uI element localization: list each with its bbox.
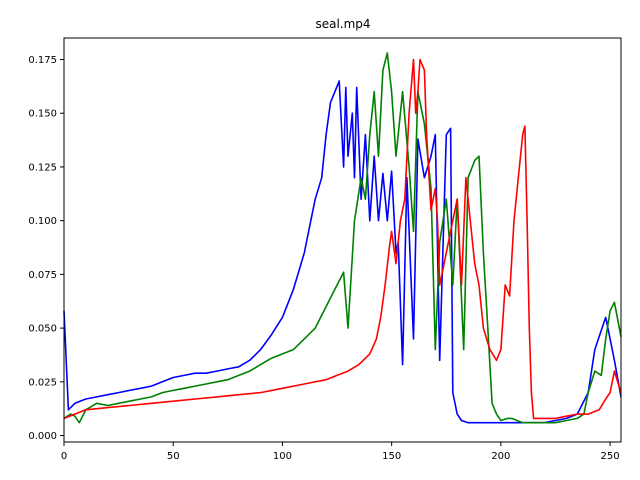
y-tick-label: 0.175 — [28, 55, 57, 66]
y-tick-label: 0.075 — [28, 270, 57, 281]
x-tick-label: 200 — [491, 451, 510, 462]
series-line-3 — [63, 58, 622, 420]
chart-title: seal.mp4 — [315, 17, 370, 31]
x-axis: 0 50 100 150 200 250 — [61, 442, 620, 462]
series-line-1 — [63, 80, 622, 424]
y-tick-label: 0.025 — [28, 377, 57, 388]
y-tick-label: 0.150 — [28, 109, 57, 120]
x-tick-label: 50 — [167, 451, 180, 462]
plot-frame — [63, 37, 622, 443]
x-tick-label: 0 — [61, 451, 67, 462]
y-tick-label: 0.125 — [28, 162, 57, 173]
series-line-2 — [63, 52, 622, 424]
y-axis: 0.000 0.025 0.050 0.075 0.100 0.125 0.150 0.175 — [28, 55, 64, 442]
y-tick-label: 0.050 — [28, 324, 57, 335]
y-tick-label: 0.000 — [28, 431, 57, 442]
y-tick-label: 0.100 — [28, 216, 57, 227]
x-tick-label: 100 — [273, 451, 292, 462]
x-tick-label: 150 — [382, 451, 401, 462]
series-layer — [63, 52, 622, 424]
x-tick-label: 250 — [601, 451, 620, 462]
